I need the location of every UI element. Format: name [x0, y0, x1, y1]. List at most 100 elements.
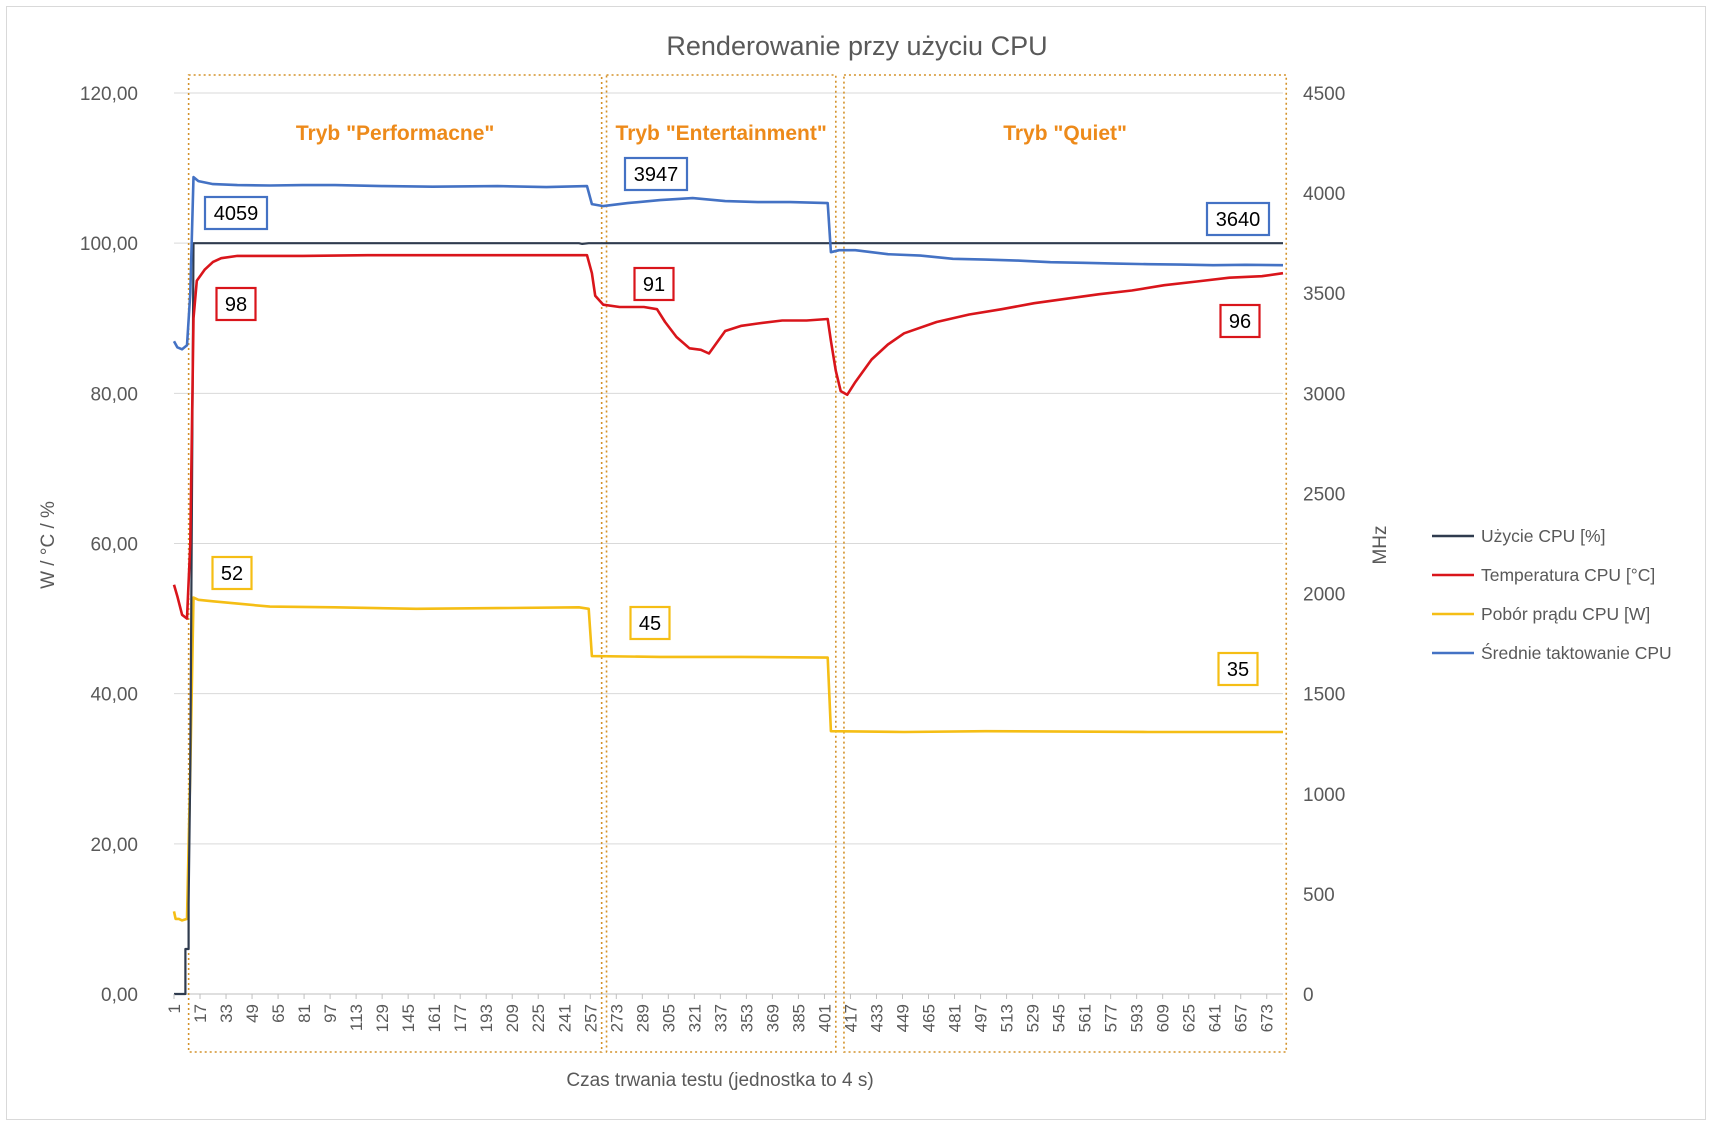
mode-region-label: Tryb "Entertainment" — [616, 122, 827, 145]
data-label: 96 — [1229, 311, 1251, 333]
series-lines — [172, 175, 1284, 996]
x-tick-label: 545 — [1050, 1004, 1069, 1032]
data-label: 4059 — [214, 203, 259, 225]
x-tick-label: 321 — [685, 1004, 704, 1032]
y-axis-left-label: W / °C / % — [38, 501, 59, 589]
data-labels: 4059 3947 3640 98 91 96 52 45 35 — [203, 156, 1271, 687]
data-label: 45 — [639, 613, 661, 635]
y-right-tick-label: 4500 — [1303, 84, 1345, 105]
x-tick-label: 609 — [1154, 1004, 1173, 1032]
x-axis-ticks: 1 17 33 49 65 81 97 113 129 145 161 177 193 209 225 241… — [165, 994, 1277, 1032]
x-tick-label: 145 — [399, 1004, 418, 1032]
x-tick-label: 241 — [555, 1004, 574, 1032]
x-tick-label: 305 — [659, 1004, 678, 1032]
data-label-box — [1205, 201, 1271, 237]
x-tick-label: 193 — [477, 1004, 496, 1032]
data-label-box — [203, 195, 269, 231]
data-label-box — [211, 555, 253, 591]
y-axis-right-ticks: 0 500 1000 1500 2000 2500 3000 3500 4000 4500 — [1303, 84, 1345, 1006]
mode-region-box — [843, 74, 1288, 1053]
series-line — [174, 242, 1283, 996]
legend: Użycie CPU [%] Temperatura CPU [°C] Pobór … — [1432, 526, 1672, 663]
x-tick-label: 369 — [763, 1004, 782, 1032]
x-tick-label: 465 — [920, 1004, 939, 1032]
chart-title: Renderowanie przy użyciu CPU — [666, 31, 1047, 61]
x-tick-label: 65 — [269, 1004, 288, 1023]
x-tick-label: 497 — [972, 1004, 991, 1032]
y-right-tick-label: 3500 — [1303, 284, 1345, 305]
legend-label: Pobór prądu CPU [W] — [1481, 604, 1650, 624]
y-right-tick-label: 2000 — [1303, 585, 1345, 606]
legend-label: Temperatura CPU [°C] — [1481, 565, 1655, 585]
data-label-box — [1219, 303, 1261, 339]
x-tick-label: 529 — [1024, 1004, 1043, 1032]
mode-region-box — [605, 74, 837, 1053]
x-tick-label: 401 — [815, 1004, 834, 1032]
chart-frame — [6, 6, 1706, 1120]
x-tick-label: 657 — [1232, 1004, 1251, 1032]
x-tick-label: 257 — [581, 1004, 600, 1032]
x-tick-label: 177 — [451, 1004, 470, 1032]
data-label-box — [629, 605, 671, 641]
x-tick-label: 577 — [1102, 1004, 1121, 1032]
series-line — [172, 596, 1283, 922]
x-tick-label: 161 — [425, 1004, 444, 1032]
data-label: 35 — [1227, 659, 1249, 681]
legend-label: Średnie taktowanie CPU — [1481, 642, 1672, 663]
legend-label: Użycie CPU [%] — [1481, 526, 1605, 546]
data-label: 3640 — [1216, 209, 1261, 231]
y-left-tick-label: 40,00 — [90, 685, 138, 706]
mode-region-label: Tryb "Quiet" — [1003, 122, 1127, 145]
mode-regions: Tryb "Performacne" Tryb "Entertainment" Tr… — [187, 74, 1288, 1053]
data-label-box — [215, 286, 257, 322]
x-tick-label: 385 — [789, 1004, 808, 1032]
y-left-tick-label: 60,00 — [90, 535, 138, 556]
y-left-tick-label: 100,00 — [80, 234, 138, 255]
x-tick-label: 81 — [295, 1004, 314, 1023]
x-tick-label: 273 — [607, 1004, 626, 1032]
data-label-box — [1217, 651, 1259, 687]
x-tick-label: 561 — [1076, 1004, 1095, 1032]
series-line — [172, 175, 1284, 351]
x-axis-label: Czas trwania testu (jednostka to 4 s) — [566, 1070, 873, 1091]
y-left-tick-label: 120,00 — [80, 84, 138, 105]
x-tick-label: 1 — [165, 1004, 184, 1013]
x-tick-label: 353 — [737, 1004, 756, 1032]
y-right-tick-label: 500 — [1303, 885, 1335, 906]
x-tick-label: 33 — [217, 1004, 236, 1023]
x-tick-label: 225 — [529, 1004, 548, 1032]
y-right-tick-label: 1000 — [1303, 785, 1345, 806]
x-tick-label: 17 — [191, 1004, 210, 1023]
x-tick-label: 625 — [1180, 1004, 1199, 1032]
y-right-tick-label: 4000 — [1303, 184, 1345, 205]
x-tick-label: 49 — [243, 1004, 262, 1023]
data-label: 91 — [643, 274, 665, 296]
y-right-tick-label: 0 — [1303, 985, 1314, 1006]
data-label: 3947 — [634, 164, 679, 186]
x-tick-label: 417 — [841, 1004, 860, 1032]
data-label-box — [623, 156, 689, 192]
x-tick-label: 129 — [373, 1004, 392, 1032]
x-tick-label: 433 — [867, 1004, 886, 1032]
y-axis-left-ticks: 0,00 20,00 40,00 60,00 80,00 100,00 120,00 — [80, 84, 138, 1006]
x-tick-label: 337 — [711, 1004, 730, 1032]
x-tick-label: 209 — [503, 1004, 522, 1032]
x-tick-label: 449 — [893, 1004, 912, 1032]
x-tick-label: 481 — [946, 1004, 965, 1032]
y-left-tick-label: 0,00 — [101, 985, 138, 1006]
x-tick-label: 113 — [347, 1004, 366, 1031]
x-tick-label: 97 — [321, 1004, 340, 1023]
x-tick-label: 641 — [1206, 1004, 1225, 1032]
data-label: 98 — [225, 294, 247, 316]
y-right-tick-label: 1500 — [1303, 685, 1345, 706]
x-tick-label: 593 — [1128, 1004, 1147, 1032]
y-left-tick-label: 20,00 — [90, 835, 138, 856]
mode-region-label: Tryb "Performacne" — [296, 122, 495, 145]
data-label-box — [633, 266, 675, 302]
data-label: 52 — [221, 563, 243, 585]
x-tick-label: 513 — [998, 1004, 1017, 1032]
series-line — [172, 253, 1284, 620]
y-left-tick-label: 80,00 — [90, 384, 138, 405]
y-right-tick-label: 2500 — [1303, 484, 1345, 505]
